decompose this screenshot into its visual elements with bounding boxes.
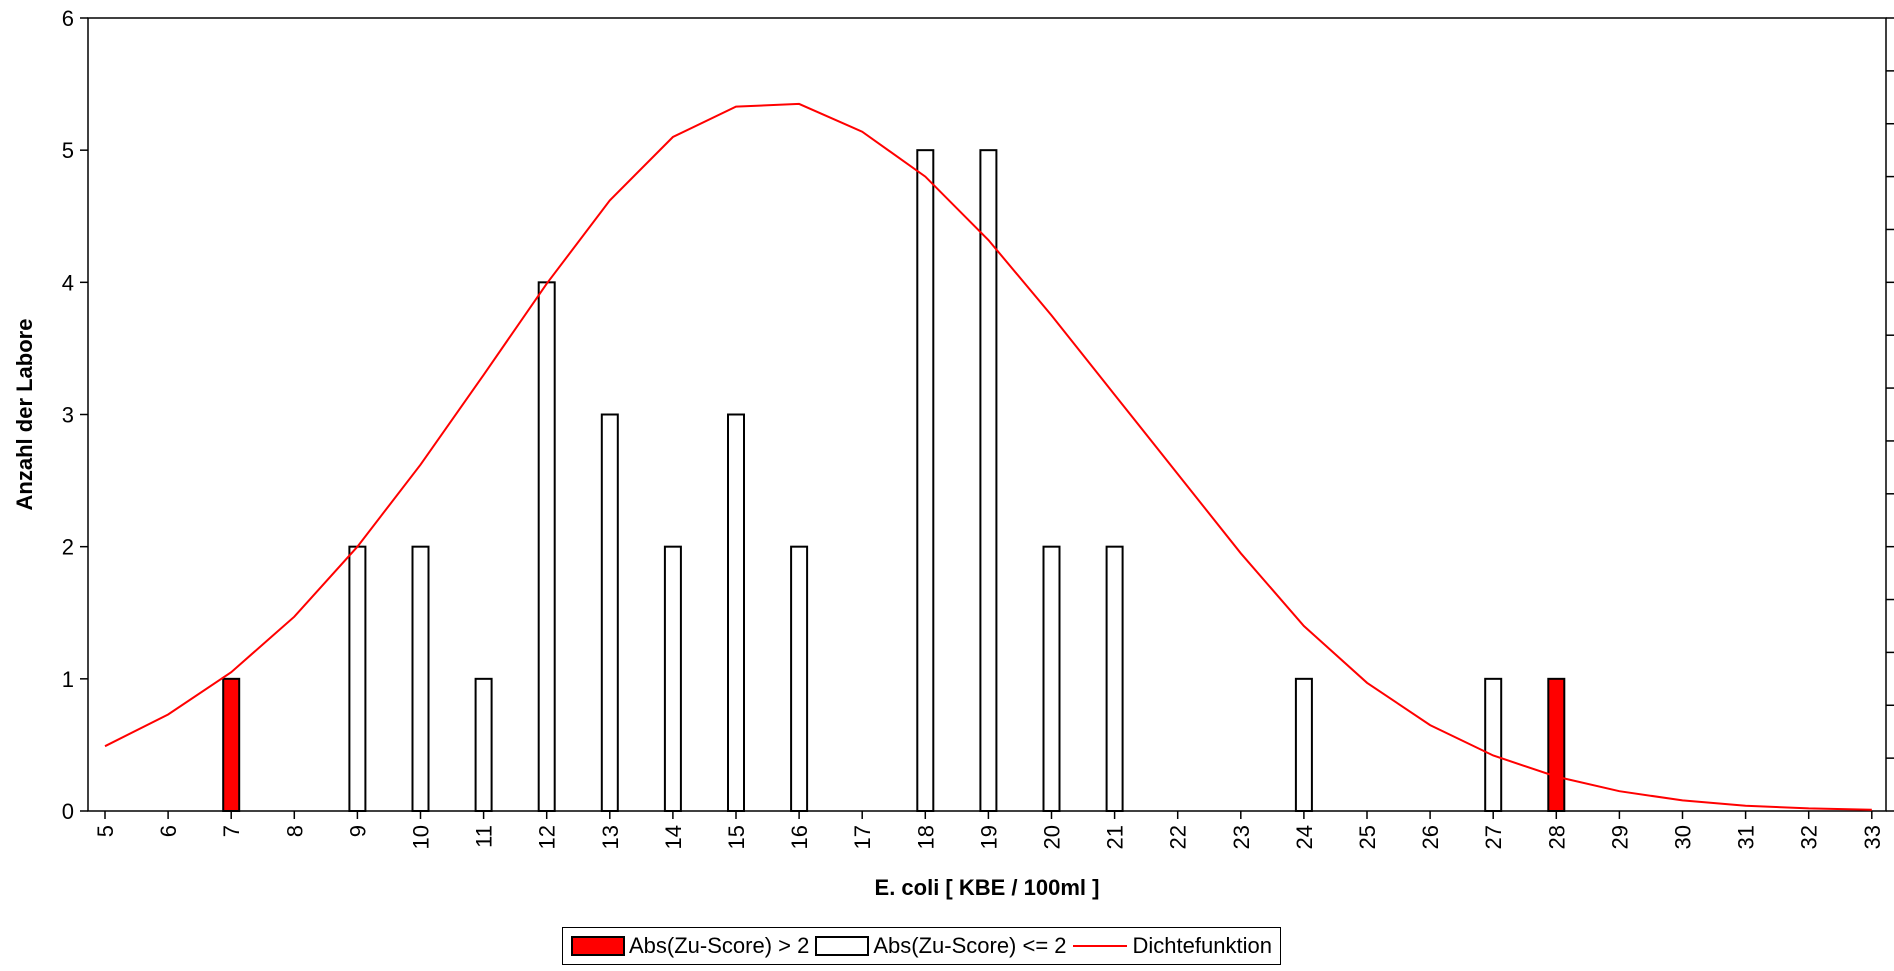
legend-label-density: Dichtefunktion — [1132, 933, 1272, 958]
y-tick-label: 3 — [62, 403, 74, 428]
y-tick-label: 1 — [62, 667, 74, 692]
x-tick-label: 20 — [1040, 825, 1065, 849]
x-tick-label: 14 — [661, 825, 686, 849]
legend-item-outlier: Abs(Zu-Score) > 2 — [571, 933, 809, 959]
bar-normal — [916, 149, 935, 812]
bar-normal — [1294, 677, 1313, 812]
x-tick-label: 24 — [1292, 825, 1317, 849]
red-bar-swatch-icon — [571, 936, 625, 956]
x-tick-label: 7 — [219, 825, 244, 837]
x-tick-label: 15 — [724, 825, 749, 849]
legend-item-density: Dichtefunktion — [1072, 933, 1272, 959]
x-tick-label: 28 — [1544, 825, 1569, 849]
y-tick-label: 0 — [62, 799, 74, 824]
bar-normal — [790, 545, 809, 813]
legend-label-normal: Abs(Zu-Score) <= 2 — [873, 933, 1067, 958]
legend-label-outlier: Abs(Zu-Score) > 2 — [629, 933, 810, 958]
x-tick-label: 23 — [1229, 825, 1254, 849]
y-tick-label: 5 — [62, 138, 74, 163]
x-tick-label: 17 — [850, 825, 875, 849]
bar-normal — [979, 149, 998, 812]
bar-outlier — [222, 677, 241, 812]
bar-normal — [1105, 545, 1124, 813]
bar-normal — [727, 413, 745, 812]
bar-normal — [1484, 677, 1503, 812]
y-axis-title: Anzahl der Labore — [12, 319, 37, 511]
x-axis-title: E. coli [ KBE / 100ml ] — [875, 875, 1100, 900]
x-tick-label: 18 — [913, 825, 938, 849]
x-tick-label: 13 — [598, 825, 623, 849]
bar-outlier — [1547, 677, 1566, 812]
red-line-swatch-icon — [1072, 945, 1127, 947]
x-tick-label: 19 — [976, 825, 1001, 849]
y-tick-label: 4 — [62, 270, 74, 295]
x-tick-label: 9 — [345, 825, 370, 837]
x-tick-label: 22 — [1166, 825, 1191, 849]
x-tick-label: 26 — [1418, 825, 1443, 849]
bar-normal — [1042, 545, 1061, 813]
x-tick-label: 27 — [1481, 825, 1506, 849]
x-tick-label: 10 — [409, 825, 434, 849]
x-tick-label: 8 — [282, 825, 307, 837]
x-tick-label: 25 — [1355, 825, 1380, 849]
bar-normal — [348, 545, 367, 813]
x-tick-label: 6 — [156, 825, 181, 837]
legend-item-normal: Abs(Zu-Score) <= 2 — [815, 933, 1067, 959]
x-tick-label: 31 — [1734, 825, 1759, 849]
white-bar-swatch-icon — [815, 936, 870, 956]
x-tick-label: 30 — [1671, 825, 1696, 849]
x-tick-label: 33 — [1860, 825, 1885, 849]
bar-normal — [411, 545, 430, 813]
bar-normal — [663, 545, 682, 813]
x-tick-label: 12 — [535, 825, 560, 849]
x-tick-label: 5 — [93, 825, 118, 837]
bar-normal — [600, 413, 619, 812]
x-tick-label: 21 — [1103, 825, 1128, 849]
bar-normal — [474, 677, 493, 812]
density-curve-line — [104, 102, 1872, 811]
y-tick-label: 2 — [62, 535, 74, 560]
bar-normal — [537, 281, 556, 813]
legend: Abs(Zu-Score) > 2 Abs(Zu-Score) <= 2 Dic… — [562, 927, 1281, 965]
y-tick-label: 6 — [62, 6, 74, 31]
x-tick-label: 11 — [472, 825, 497, 848]
x-tick-label: 16 — [787, 825, 812, 849]
x-tick-label: 32 — [1797, 825, 1822, 849]
x-tick-label: 29 — [1607, 825, 1632, 849]
